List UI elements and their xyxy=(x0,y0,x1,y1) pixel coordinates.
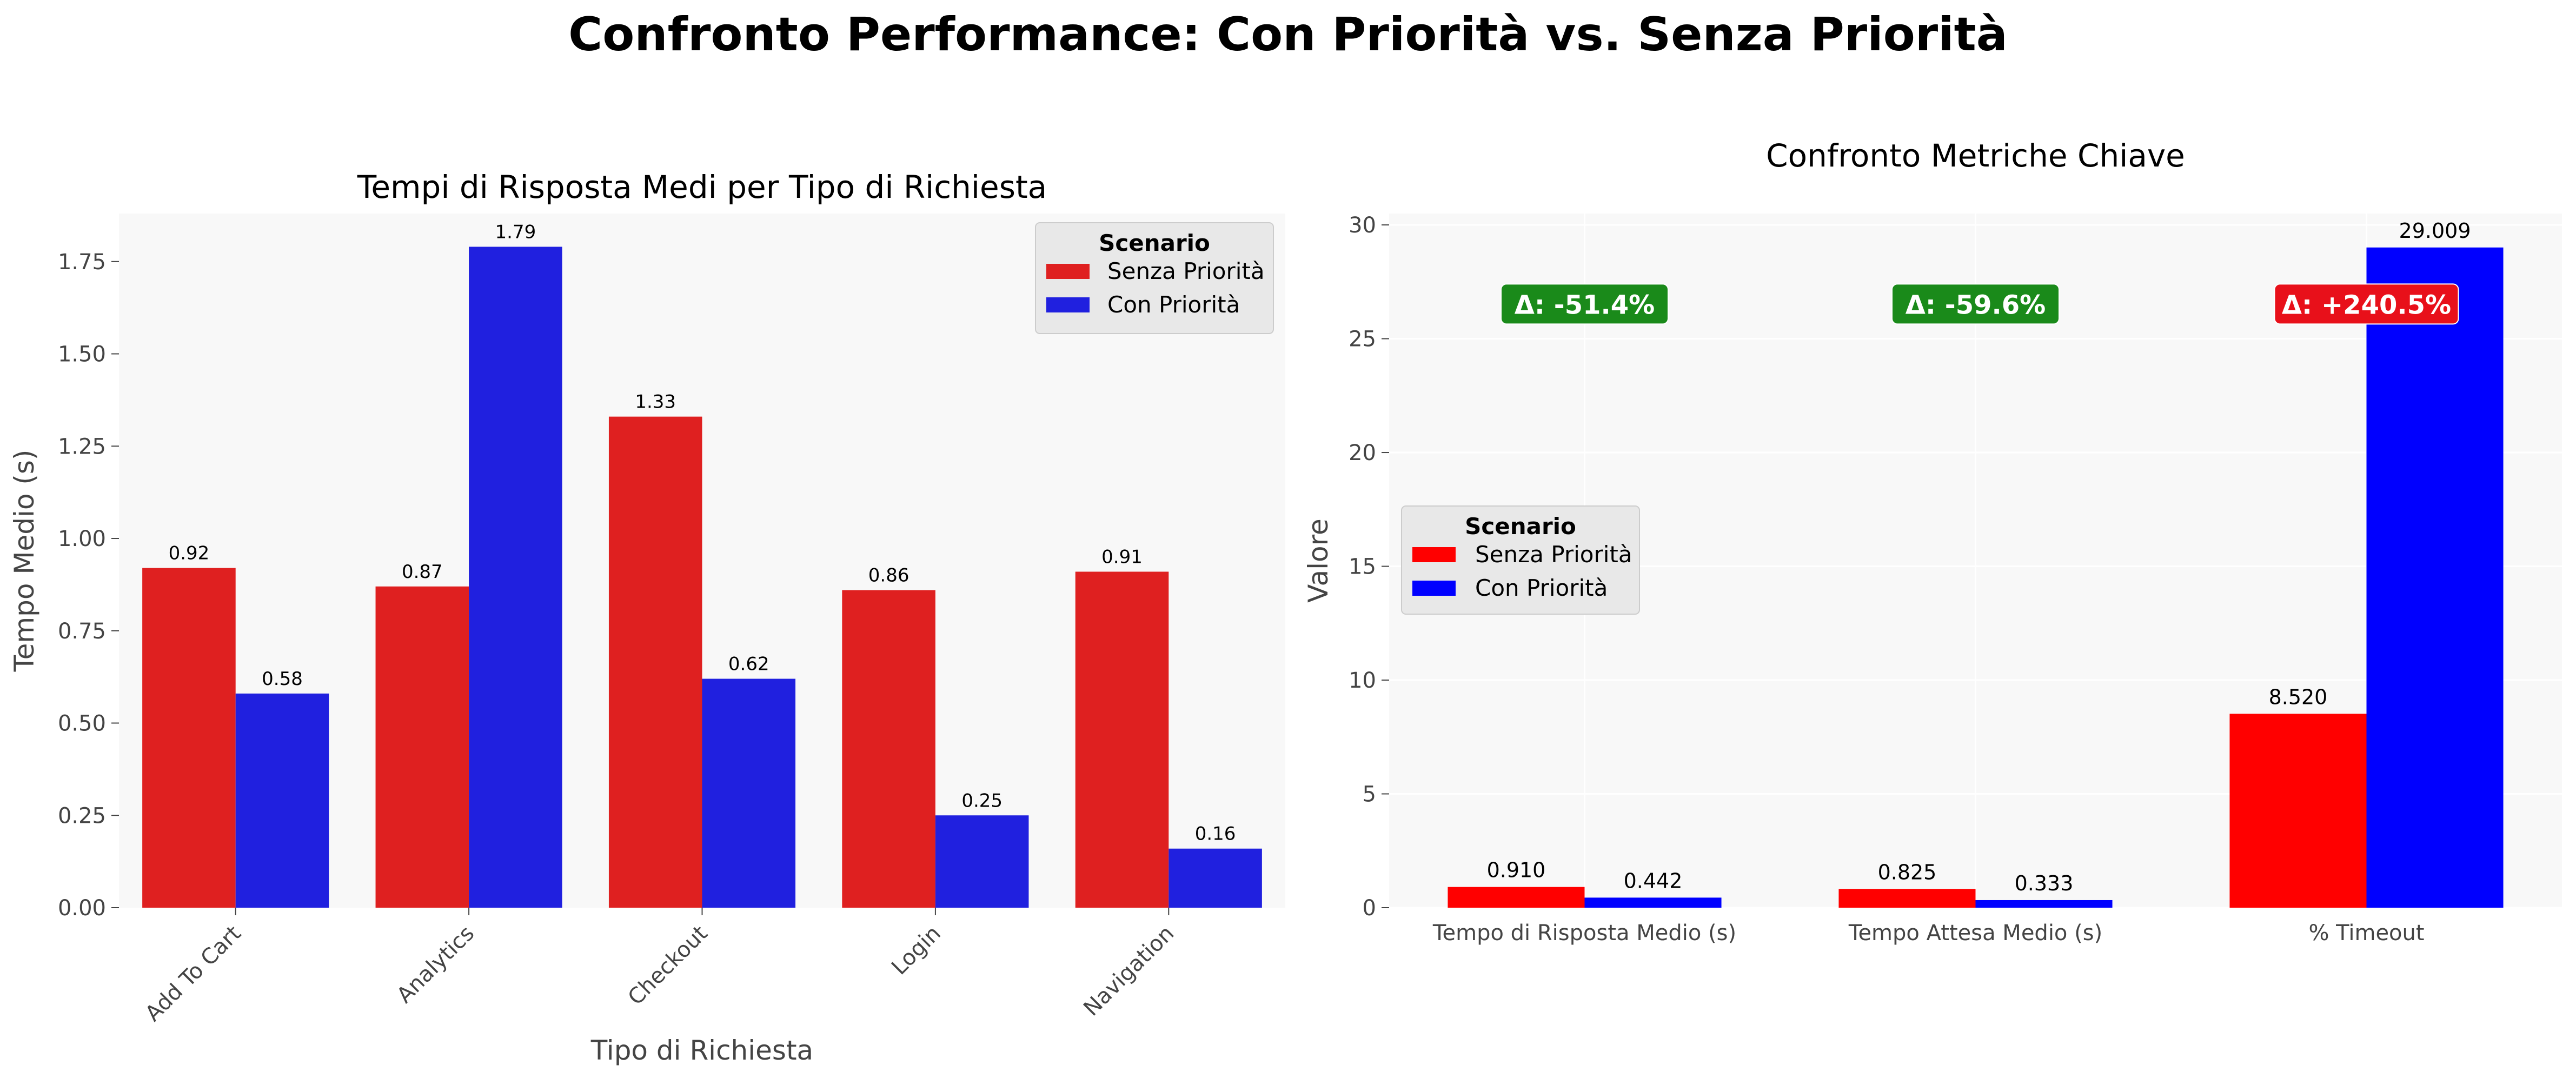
data-label: 1.79 xyxy=(495,221,536,243)
y-tick-label: 1.75 xyxy=(58,250,106,275)
bar-con xyxy=(1975,900,2113,908)
delta-badge xyxy=(1891,283,2060,325)
figure-suptitle: Confronto Performance: Con Priorità vs. … xyxy=(568,8,2008,62)
bar-senza xyxy=(1448,887,1585,908)
left-y-axis-label: Tempo Medio (s) xyxy=(9,450,40,673)
bar-senza xyxy=(1075,571,1169,908)
y-tick-label: 5 xyxy=(1363,782,1376,807)
x-tick-label: Analytics xyxy=(392,921,479,1008)
legend-entry: Con Priorità xyxy=(1107,291,1240,318)
bar-con xyxy=(702,678,796,908)
x-tick-label: Checkout xyxy=(623,921,713,1010)
bar-senza xyxy=(375,586,469,908)
bar-con xyxy=(469,247,562,908)
data-label: 0.825 xyxy=(1878,860,1937,884)
y-tick-label: 0.75 xyxy=(58,619,106,644)
y-tick-label: 0.00 xyxy=(58,896,106,921)
delta-label: Δ: -59.6% xyxy=(1906,290,2046,320)
data-label: 0.58 xyxy=(262,668,303,690)
y-tick-label: 0 xyxy=(1363,896,1376,921)
legend-entry: Senza Priorità xyxy=(1475,541,1632,568)
legend-title: Scenario xyxy=(1465,513,1576,540)
data-label: 0.87 xyxy=(402,561,443,583)
bar-senza xyxy=(608,416,702,908)
y-tick-label: 1.25 xyxy=(58,434,106,459)
x-tick-label: Login xyxy=(887,921,946,980)
legend-box xyxy=(1035,222,1274,334)
x-tick-label: Tempo Attesa Medio (s) xyxy=(1848,921,2102,946)
y-tick-label: 25 xyxy=(1349,327,1376,352)
data-label: 0.333 xyxy=(2015,871,2074,895)
legend-swatch xyxy=(1046,264,1090,279)
y-tick-label: 15 xyxy=(1349,555,1376,580)
bar-con xyxy=(1584,897,1722,908)
x-tick-label: Add To Cart xyxy=(141,921,246,1027)
data-label: 0.442 xyxy=(1624,869,1683,893)
y-tick-label: 30 xyxy=(1349,213,1376,238)
bar-con xyxy=(235,693,329,908)
right-chart-title: Confronto Metriche Chiave xyxy=(1766,137,2185,174)
delta-label: Δ: +240.5% xyxy=(2282,290,2451,320)
y-tick-label: 1.00 xyxy=(58,527,106,551)
left-x-axis-label: Tipo di Richiesta xyxy=(590,1035,813,1066)
delta-label: Δ: -51.4% xyxy=(1515,290,1655,320)
y-tick-label: 0.25 xyxy=(58,803,106,828)
data-label: 0.16 xyxy=(1195,823,1236,845)
data-label: 29.009 xyxy=(2399,219,2471,243)
x-tick-label: Tempo di Risposta Medio (s) xyxy=(1432,921,1736,946)
bar-senza xyxy=(842,590,935,908)
data-label: 0.62 xyxy=(728,654,769,675)
bar-con xyxy=(2366,247,2504,908)
y-tick-label: 10 xyxy=(1349,668,1376,693)
legend-title: Scenario xyxy=(1099,230,1210,256)
data-label: 0.91 xyxy=(1101,546,1143,568)
delta-badge xyxy=(2274,283,2459,325)
legend-swatch xyxy=(1046,297,1090,312)
data-label: 1.33 xyxy=(635,391,676,413)
bar-con xyxy=(935,815,1029,908)
left-chart-title: Tempi di Risposta Medi per Tipo di Richi… xyxy=(357,169,1047,205)
y-tick-label: 1.50 xyxy=(58,342,106,367)
bar-senza xyxy=(142,568,236,908)
data-label: 0.86 xyxy=(868,565,909,587)
bar-senza xyxy=(1838,889,1976,908)
data-label: 0.25 xyxy=(961,790,1002,811)
data-label: 8.520 xyxy=(2269,685,2328,709)
x-tick-label: % Timeout xyxy=(2308,921,2424,946)
delta-badge xyxy=(1501,283,1669,325)
data-label: 0.92 xyxy=(169,543,210,564)
x-tick-label: Navigation xyxy=(1079,921,1179,1021)
y-tick-label: 20 xyxy=(1349,441,1376,465)
bar-con xyxy=(1169,848,1262,908)
legend-swatch xyxy=(1412,581,1456,596)
right-y-axis-label: Valore xyxy=(1303,518,1334,603)
legend-box xyxy=(1401,505,1640,615)
legend-entry: Con Priorità xyxy=(1475,575,1608,601)
bar-senza xyxy=(2229,714,2367,908)
legend-entry: Senza Priorità xyxy=(1107,258,1265,284)
y-tick-label: 0.50 xyxy=(58,711,106,736)
data-label: 0.910 xyxy=(1487,858,1546,882)
legend-swatch xyxy=(1412,547,1456,562)
